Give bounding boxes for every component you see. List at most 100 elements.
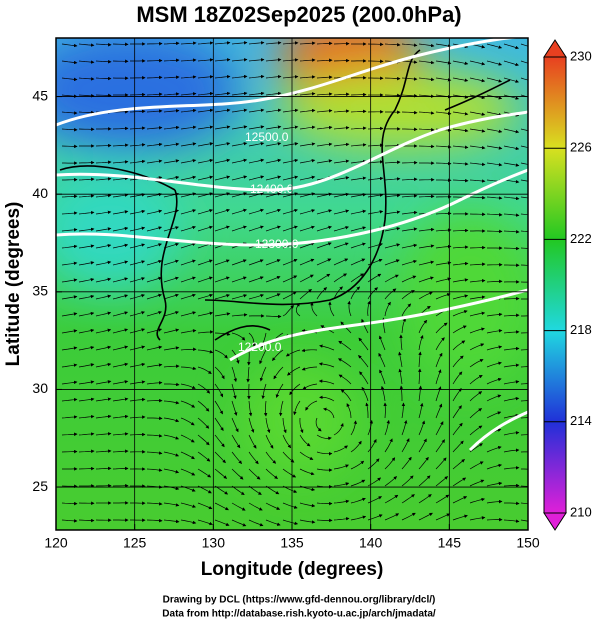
streamline — [163, 346, 180, 351]
streamline — [520, 366, 528, 368]
streamline — [95, 449, 112, 453]
streamline — [401, 77, 418, 81]
streamline — [384, 193, 401, 198]
streamline — [248, 208, 264, 215]
streamline — [520, 281, 528, 283]
streamline — [401, 94, 418, 98]
streamline — [452, 422, 463, 436]
streamline — [305, 400, 318, 411]
streamline — [246, 366, 250, 383]
streamline — [112, 449, 129, 453]
streamline — [435, 403, 443, 419]
streamline — [265, 208, 281, 215]
streamline — [367, 477, 382, 487]
colorbar-tick-label: 210 — [570, 504, 592, 519]
streamline — [61, 329, 78, 334]
streamline — [452, 440, 464, 453]
streamline — [78, 397, 95, 402]
streamline — [452, 245, 469, 249]
streamline — [275, 383, 284, 398]
streamline — [248, 502, 263, 511]
streamline — [197, 108, 214, 113]
streamline — [112, 176, 129, 181]
x-axis-label: Longitude (degrees) — [201, 559, 384, 580]
streamline — [146, 502, 163, 506]
streamline — [78, 177, 95, 182]
streamline — [520, 417, 528, 419]
streamline — [180, 225, 196, 232]
streamline — [214, 417, 224, 431]
streamline — [197, 225, 213, 232]
streamline — [435, 457, 447, 470]
streamline — [197, 417, 210, 429]
streamline — [95, 397, 112, 402]
streamline — [520, 60, 528, 64]
streamline — [350, 286, 361, 300]
streamline — [333, 286, 343, 300]
streamline — [401, 60, 418, 64]
streamline — [452, 162, 469, 166]
streamline — [112, 210, 129, 215]
streamline — [129, 380, 146, 385]
streamline — [214, 208, 230, 215]
y-tick-label: 30 — [32, 380, 48, 396]
streamline — [247, 349, 251, 366]
streamline — [503, 330, 520, 334]
streamline — [418, 319, 428, 334]
streamline — [265, 451, 277, 464]
streamline — [163, 242, 179, 249]
streamline — [469, 461, 484, 470]
streamline — [78, 210, 95, 215]
streamline — [112, 362, 129, 368]
streamline — [180, 366, 197, 371]
streamline — [112, 466, 129, 471]
streamline — [299, 75, 316, 79]
streamline — [384, 177, 401, 181]
streamline — [435, 352, 443, 368]
streamline — [146, 243, 162, 249]
streamline — [163, 58, 180, 63]
streamline — [147, 416, 163, 421]
streamline — [197, 175, 214, 181]
streamline — [435, 77, 452, 82]
streamline — [214, 276, 230, 283]
streamline — [401, 456, 412, 470]
streamline — [265, 142, 282, 147]
streamline — [231, 332, 246, 341]
streamline — [282, 142, 299, 147]
streamline — [299, 225, 315, 232]
streamline — [231, 519, 247, 527]
streamline — [197, 349, 214, 354]
streamline — [316, 92, 333, 96]
streamline — [418, 144, 435, 149]
streamline — [248, 58, 265, 62]
streamline — [333, 209, 350, 215]
streamline — [129, 277, 145, 283]
streamline — [214, 158, 231, 164]
streamline — [61, 60, 78, 65]
streamline — [95, 345, 112, 351]
streamline — [435, 322, 448, 334]
streamline — [318, 379, 335, 385]
streamline — [486, 196, 503, 200]
streamline — [231, 125, 248, 130]
streamline — [384, 42, 401, 47]
streamline — [469, 145, 486, 150]
streamline — [435, 228, 452, 232]
streamline — [265, 519, 281, 526]
streamline — [95, 414, 112, 419]
streamline — [452, 77, 469, 82]
streamline — [452, 340, 466, 351]
streamline — [486, 463, 502, 470]
streamline — [520, 264, 528, 266]
streamline — [231, 417, 239, 433]
streamline — [401, 438, 410, 453]
streamline — [163, 417, 180, 423]
streamline — [248, 259, 264, 266]
streamline — [231, 175, 248, 181]
streamline — [469, 425, 483, 436]
credit: Drawing by DCL (https://www.gfd-dennou.o… — [163, 595, 436, 606]
streamline — [333, 482, 350, 487]
streamline — [78, 261, 95, 266]
